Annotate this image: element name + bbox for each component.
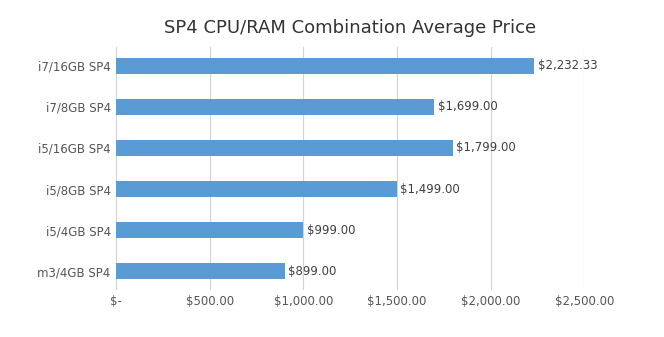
Bar xyxy=(116,99,434,115)
Bar xyxy=(116,181,397,197)
Text: $899.00: $899.00 xyxy=(288,265,336,277)
Text: $2,232.33: $2,232.33 xyxy=(538,60,597,72)
Bar xyxy=(116,222,303,238)
Bar xyxy=(116,58,535,74)
Text: $1,699.00: $1,699.00 xyxy=(438,100,497,114)
Title: SP4 CPU/RAM Combination Average Price: SP4 CPU/RAM Combination Average Price xyxy=(164,19,537,37)
Bar xyxy=(116,140,453,156)
Bar xyxy=(116,263,285,279)
Text: $1,799.00: $1,799.00 xyxy=(456,142,516,154)
Text: $1,499.00: $1,499.00 xyxy=(400,183,460,195)
Text: $999.00: $999.00 xyxy=(307,223,355,237)
